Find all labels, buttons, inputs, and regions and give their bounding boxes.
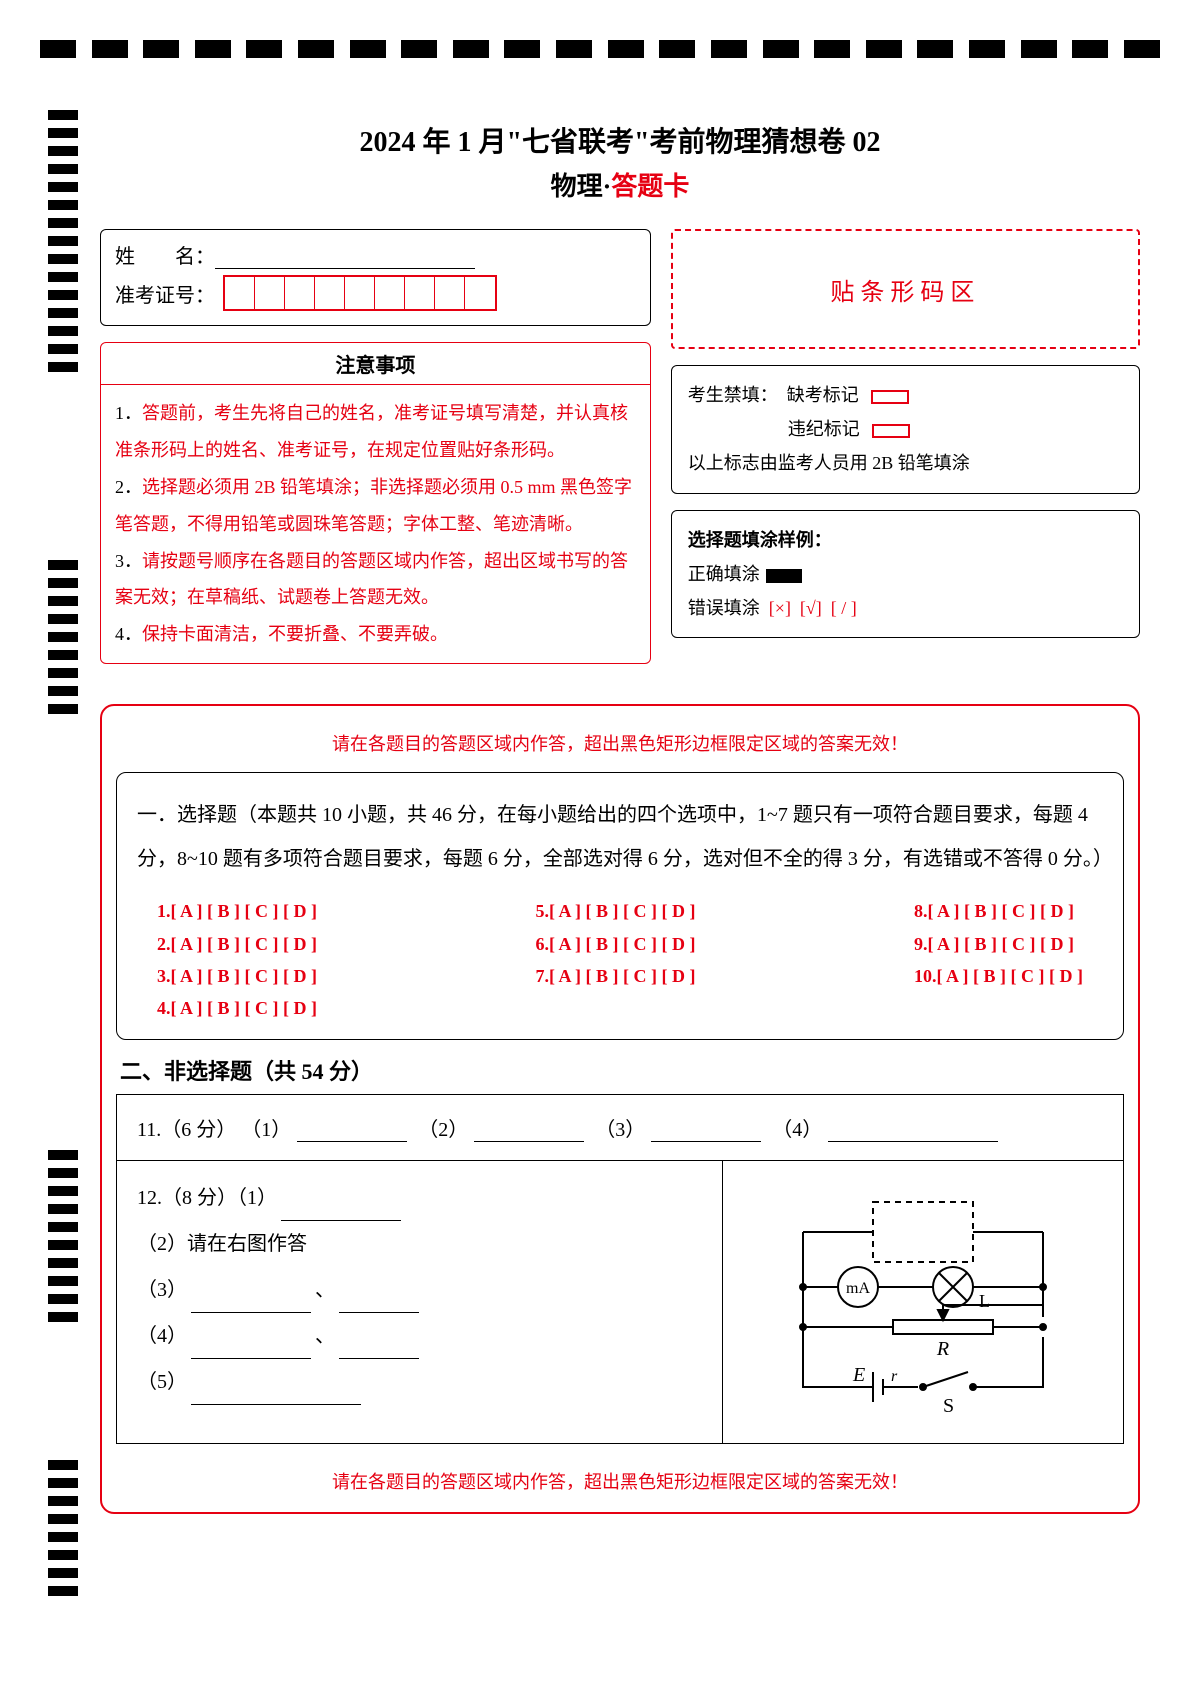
name-input-line[interactable]: [215, 245, 475, 269]
forbid-note: 以上标志由监考人员用 2B 铅笔填涂: [688, 446, 1123, 480]
mc-col-2: 5.[ A ] [ B ] [ C ] [ D ] 6.[ A ] [ B ] …: [536, 895, 696, 1025]
mc-q2[interactable]: 2.[ A ] [ B ] [ C ] [ D ]: [157, 928, 317, 960]
wrong-fill-label: 错误填涂: [688, 598, 760, 618]
example-title: 选择题填涂样例：: [688, 523, 1123, 557]
mc-grid: 1.[ A ] [ B ] [ C ] [ D ] 2.[ A ] [ B ] …: [137, 895, 1103, 1025]
id-row: 准考证号：: [115, 275, 636, 311]
circuit-svg: mA L: [743, 1177, 1103, 1427]
section2-box: 11.（6 分） （1） （2） （3） （4） 12.（8 分）（1） （2）…: [116, 1094, 1124, 1444]
svg-text:mA: mA: [846, 1280, 870, 1297]
answer-area: 请在各题目的答题区域内作答，超出黑色矩形边框限定区域的答案无效！ 一．选择题（本…: [100, 704, 1140, 1514]
forbid-box: 考生禁填： 缺考标记 违纪标记 以上标志由监考人员用 2B 铅笔填涂: [671, 365, 1140, 494]
q12-blank-1[interactable]: [281, 1201, 401, 1221]
q11-prefix: 11.（6 分）: [137, 1119, 236, 1141]
mc-q9[interactable]: 9.[ A ] [ B ] [ C ] [ D ]: [914, 928, 1083, 960]
mc-q5[interactable]: 5.[ A ] [ B ] [ C ] [ D ]: [536, 895, 696, 927]
q12-text: 12.（8 分）（1） （2）请在右图作答 （3）、 （4）、 （5）: [117, 1161, 723, 1443]
notice-item-4: 保持卡面清洁，不要折叠、不要弄破。: [142, 624, 448, 644]
main-title: 2024 年 1 月"七省联考"考前物理猜想卷 02: [100, 120, 1140, 160]
name-row: 姓 名：: [115, 240, 636, 269]
section1-box: 一．选择题（本题共 10 小题，共 46 分，在每小题给出的四个选项中，1~7 …: [116, 772, 1124, 1040]
q11-blank-3[interactable]: [651, 1122, 761, 1142]
q12-blank-5[interactable]: [191, 1385, 361, 1405]
missing-label: 缺考标记: [787, 385, 859, 405]
mc-col-3: 8.[ A ] [ B ] [ C ] [ D ] 9.[ A ] [ B ] …: [914, 895, 1083, 1025]
mc-col-1: 1.[ A ] [ B ] [ C ] [ D ] 2.[ A ] [ B ] …: [157, 895, 317, 1025]
forbid-title: 考生禁填：: [688, 385, 778, 405]
svg-text:S: S: [943, 1395, 954, 1417]
notice-item-3: 请按题号顺序在各题目的答题区域内作答，超出区域书写的答案无效；在草稿纸、试题卷上…: [115, 551, 628, 608]
notice-title: 注意事项: [101, 343, 650, 385]
q11-blank-4[interactable]: [828, 1122, 998, 1142]
notice-item-1: 答题前，考生先将自己的姓名，准考证号填写清楚，并认真核准条形码上的姓名、准考证号…: [115, 403, 628, 460]
barcode-label: 贴条形码区: [830, 272, 980, 307]
title-block: 2024 年 1 月"七省联考"考前物理猜想卷 02 物理·答题卡: [100, 120, 1140, 203]
section1-desc: 一．选择题（本题共 10 小题，共 46 分，在每小题给出的四个选项中，1~7 …: [137, 793, 1103, 881]
notice-box: 注意事项 1．答题前，考生先将自己的姓名，准考证号填写清楚，并认真核准条形码上的…: [100, 342, 651, 664]
q12-blank-4b[interactable]: [339, 1339, 419, 1359]
name-label: 姓 名：: [115, 246, 215, 268]
wrong-marks: [×] [√] [ / ]: [769, 598, 857, 618]
q12-blank-3a[interactable]: [191, 1293, 311, 1313]
filled-rect-icon: [766, 569, 802, 583]
circuit-diagram: mA L: [723, 1161, 1123, 1443]
mc-q3[interactable]: 3.[ A ] [ B ] [ C ] [ D ]: [157, 960, 317, 992]
subtitle-red: 答题卡: [611, 172, 689, 201]
section2-title: 二、非选择题（共 54 分）: [120, 1054, 1124, 1086]
barcode-area: 贴条形码区: [671, 229, 1140, 349]
left-timing-marks: [48, 110, 78, 1658]
svg-text:r: r: [891, 1368, 898, 1385]
violation-mark-box[interactable]: [872, 424, 910, 438]
q12-blank-4a[interactable]: [191, 1339, 311, 1359]
q11-row: 11.（6 分） （1） （2） （3） （4）: [117, 1095, 1123, 1161]
subtitle-prefix: 物理·: [551, 172, 612, 201]
q11-blank-1[interactable]: [297, 1122, 407, 1142]
q12-row: 12.（8 分）（1） （2）请在右图作答 （3）、 （4）、 （5）: [117, 1161, 1123, 1443]
warn-top: 请在各题目的答题区域内作答，超出黑色矩形边框限定区域的答案无效！: [116, 730, 1124, 756]
mc-q8[interactable]: 8.[ A ] [ B ] [ C ] [ D ]: [914, 895, 1083, 927]
sub-title: 物理·答题卡: [100, 166, 1140, 203]
warn-bottom: 请在各题目的答题区域内作答，超出黑色矩形边框限定区域的答案无效！: [116, 1468, 1124, 1494]
svg-text:L: L: [979, 1291, 990, 1311]
mc-q7[interactable]: 7.[ A ] [ B ] [ C ] [ D ]: [536, 960, 696, 992]
violation-label: 违纪标记: [788, 419, 860, 439]
mc-q10[interactable]: 10.[ A ] [ B ] [ C ] [ D ]: [914, 960, 1083, 992]
missing-mark-box[interactable]: [871, 390, 909, 404]
correct-fill-label: 正确填涂: [688, 564, 760, 584]
mc-q4[interactable]: 4.[ A ] [ B ] [ C ] [ D ]: [157, 992, 317, 1024]
q11-blank-2[interactable]: [474, 1122, 584, 1142]
mc-q1[interactable]: 1.[ A ] [ B ] [ C ] [ D ]: [157, 895, 317, 927]
notice-body: 1．答题前，考生先将自己的姓名，准考证号填写清楚，并认真核准条形码上的姓名、准考…: [101, 385, 650, 663]
svg-text:E: E: [852, 1364, 865, 1386]
mc-q6[interactable]: 6.[ A ] [ B ] [ C ] [ D ]: [536, 928, 696, 960]
q12-line2: （2）请在右图作答: [137, 1221, 702, 1267]
id-label: 准考证号：: [115, 279, 215, 308]
notice-item-2: 选择题必须用 2B 铅笔填涂；非选择题必须用 0.5 mm 黑色签字笔答题，不得…: [115, 477, 632, 534]
top-timing-marks: [40, 40, 1160, 58]
exam-id-cells[interactable]: [223, 275, 497, 311]
fill-example-box: 选择题填涂样例： 正确填涂 错误填涂 [×] [√] [ / ]: [671, 510, 1140, 639]
student-info-box: 姓 名： 准考证号：: [100, 229, 651, 326]
q12-blank-3b[interactable]: [339, 1293, 419, 1313]
svg-text:R: R: [936, 1338, 949, 1360]
